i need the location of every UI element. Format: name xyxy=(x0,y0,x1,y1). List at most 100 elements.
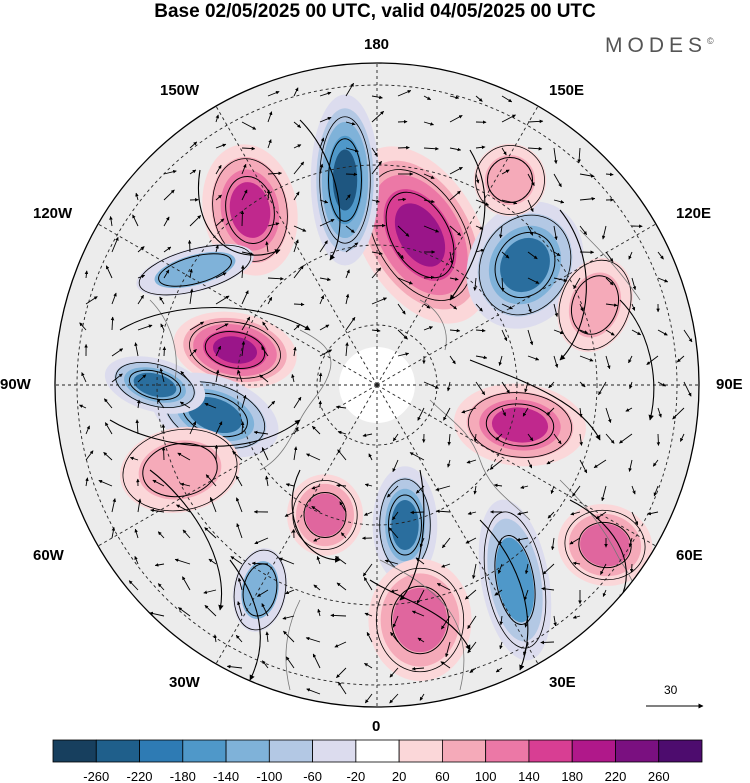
wind-vector xyxy=(215,218,225,227)
wind-vector xyxy=(345,269,350,279)
wind-vector xyxy=(253,430,269,435)
wind-vector xyxy=(489,459,503,470)
wind-vector xyxy=(189,348,197,357)
wind-vector xyxy=(501,407,506,417)
wind-vector xyxy=(683,381,692,397)
wind-vector xyxy=(285,656,295,669)
anomaly-shade xyxy=(187,396,243,434)
coastline xyxy=(285,599,301,691)
wind-vector xyxy=(293,324,300,331)
wind-vector xyxy=(516,537,529,542)
colorbar-tick-label: -260 xyxy=(83,769,109,783)
wind-vector xyxy=(579,173,595,178)
wind-vector xyxy=(267,91,280,97)
wind-vector xyxy=(546,407,555,416)
colorbar-tick-label: -180 xyxy=(170,769,196,783)
wind-vector xyxy=(441,563,451,568)
contour-line xyxy=(122,428,238,512)
wind-vector xyxy=(137,274,146,279)
wind-vector xyxy=(150,508,165,513)
contour-line xyxy=(367,169,473,301)
wind-vector xyxy=(392,615,399,628)
wind-vector xyxy=(656,433,661,446)
contour-line xyxy=(233,549,287,631)
wind-vector xyxy=(475,328,486,333)
wind-vector xyxy=(461,407,477,414)
wind-vector xyxy=(187,239,192,253)
wind-vector xyxy=(103,398,113,409)
wind-vector xyxy=(345,121,356,126)
wind-vector xyxy=(386,485,399,498)
wind-vector xyxy=(388,527,399,539)
wind-vector xyxy=(84,270,89,279)
wind-vector xyxy=(548,381,555,389)
colorbar-tick-label: -20 xyxy=(346,769,365,783)
wind-vector xyxy=(527,459,533,469)
wind-vector xyxy=(362,433,373,437)
anomaly-positive xyxy=(173,311,297,389)
wind-vector xyxy=(527,355,540,361)
wind-vector xyxy=(475,355,488,360)
brand-text: MODES xyxy=(605,34,708,57)
streamline xyxy=(469,359,601,441)
streamline xyxy=(149,469,224,611)
wind-vector xyxy=(411,610,425,617)
colorbar-tick-label: -100 xyxy=(256,769,282,783)
wind-vector xyxy=(240,421,245,435)
wind-vector xyxy=(579,433,583,446)
wind-vector xyxy=(267,171,282,176)
colorbar-swatch xyxy=(615,739,660,763)
wind-vector xyxy=(646,355,659,365)
wind-vector xyxy=(601,225,607,240)
wind-vector xyxy=(475,173,480,184)
wind-vector xyxy=(473,277,477,291)
wind-vector xyxy=(501,199,518,205)
wind-vector xyxy=(189,141,198,149)
contour-line xyxy=(564,509,646,581)
contour-line xyxy=(467,392,573,458)
wind-vector xyxy=(189,215,202,227)
wind-vector xyxy=(319,324,330,331)
wind-vector xyxy=(162,346,167,357)
wind-vector xyxy=(345,242,359,253)
colorbar-swatch xyxy=(312,739,357,763)
wind-vector xyxy=(445,641,451,658)
wind-vector xyxy=(540,640,555,645)
wind-vector xyxy=(417,637,425,643)
wind-vector xyxy=(319,116,332,123)
wind-vector xyxy=(397,197,407,202)
contour-line xyxy=(475,145,545,215)
wind-vector xyxy=(128,580,139,591)
wind-vector xyxy=(541,587,555,591)
wind-vector xyxy=(605,277,614,286)
wind-vector xyxy=(79,404,87,409)
wind-vector xyxy=(189,288,194,305)
coastline xyxy=(379,559,465,691)
wind-vector xyxy=(475,199,490,206)
colorbar-tick-label: 140 xyxy=(518,769,540,783)
colorbar-swatch xyxy=(268,739,314,763)
wind-vector xyxy=(265,631,269,643)
meridian-line xyxy=(376,384,664,551)
wind-vector xyxy=(345,293,350,305)
wind-vector xyxy=(85,296,98,305)
wind-vector xyxy=(523,589,529,601)
colorbar-tick-label: 100 xyxy=(475,769,497,783)
wind-vector xyxy=(240,210,245,227)
wind-vector xyxy=(293,161,305,175)
wind-vector xyxy=(598,381,607,396)
map-border xyxy=(54,62,700,708)
wind-vector xyxy=(423,326,433,331)
wind-vector xyxy=(368,453,373,461)
wind-vector xyxy=(254,537,269,545)
wind-vector xyxy=(501,95,513,103)
wind-vector xyxy=(657,407,662,418)
wind-vector xyxy=(215,421,223,435)
wind-vector xyxy=(366,631,373,643)
wind-vector xyxy=(293,396,302,409)
wind-vector xyxy=(631,329,642,336)
wind-vector xyxy=(577,147,581,164)
lon-label-30e: 30E xyxy=(549,674,576,691)
streamline xyxy=(229,559,261,681)
wind-vector xyxy=(449,303,457,310)
